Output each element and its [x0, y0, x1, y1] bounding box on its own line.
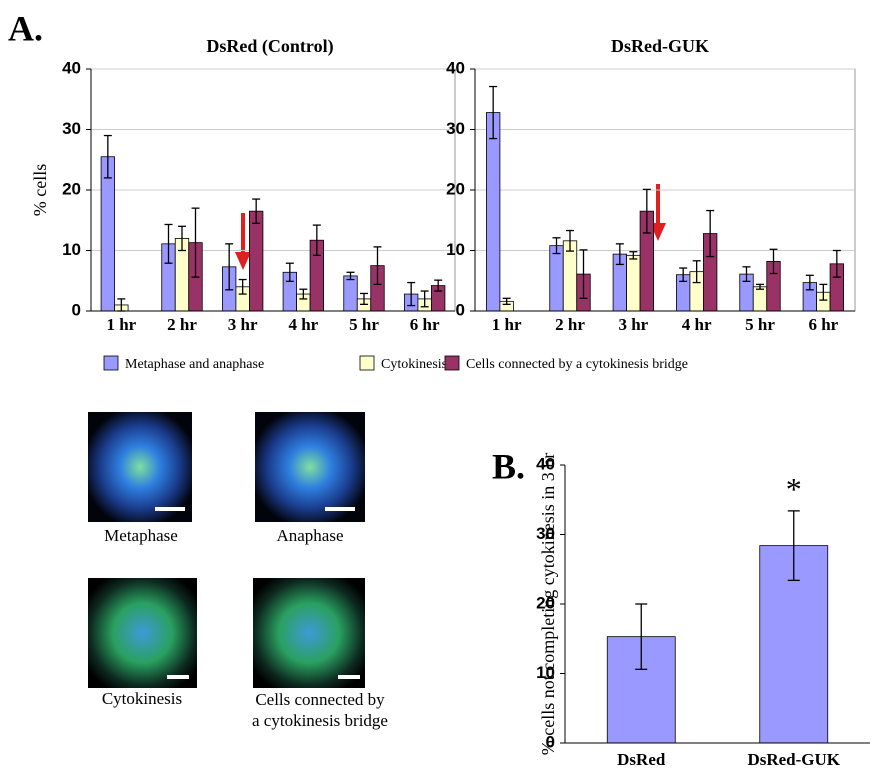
- micrograph: [253, 578, 365, 688]
- image-caption: Metaphase: [104, 526, 178, 545]
- chart-title: DsRed (Control): [206, 36, 333, 57]
- scale-bar: [338, 675, 360, 679]
- y-tick-label: 40: [62, 58, 81, 77]
- chart-title: DsRed-GUK: [611, 36, 709, 56]
- legend-label: Metaphase and anaphase: [125, 357, 264, 372]
- bar: [343, 275, 358, 312]
- bar: [752, 286, 768, 312]
- image-caption: Cytokinesis: [102, 689, 182, 708]
- x-tick-label: 6 hr: [410, 315, 440, 334]
- scale-bar: [325, 507, 355, 511]
- panel-label: A.: [8, 8, 43, 48]
- x-tick-label: 4 hr: [288, 315, 318, 334]
- y-axis-label: % cells not completing cytokinesis in 3 …: [538, 453, 558, 755]
- legend-label: Cells connected by a cytokinesis bridge: [466, 357, 688, 372]
- y-tick-label: 10: [62, 240, 81, 259]
- image-caption: Anaphase: [276, 526, 343, 545]
- y-tick-label: 10: [536, 663, 555, 682]
- y-tick-label: 0: [546, 732, 555, 751]
- y-tick-label: 40: [536, 454, 555, 473]
- x-tick-label: 1 hr: [492, 315, 522, 334]
- y-tick-label: 20: [536, 593, 555, 612]
- panel-label: B.: [492, 446, 525, 486]
- y-axis-label: % cells: [30, 164, 50, 216]
- y-tick-label: 20: [446, 179, 465, 198]
- micrograph: [88, 412, 192, 522]
- x-tick-label: 2 hr: [555, 315, 585, 334]
- bar: [249, 210, 264, 312]
- bar: [626, 254, 641, 312]
- y-tick-label: 0: [456, 300, 465, 319]
- x-tick-label: 5 hr: [349, 315, 379, 334]
- micrograph: [255, 412, 365, 522]
- legend-swatch: [359, 355, 375, 371]
- bar: [549, 245, 564, 312]
- scale-bar: [167, 675, 189, 679]
- image-caption: a cytokinesis bridge: [252, 711, 388, 730]
- bar: [486, 112, 501, 312]
- legend-swatch: [103, 355, 119, 371]
- y-tick-label: 30: [62, 119, 81, 138]
- arrow: [235, 213, 251, 270]
- x-tick-label: DsRed-GUK: [747, 750, 840, 769]
- arrow: [650, 184, 666, 241]
- scale-bar: [155, 507, 185, 511]
- micrograph: [88, 578, 197, 688]
- y-tick-label: 10: [446, 240, 465, 259]
- y-tick-label: 30: [536, 524, 555, 543]
- x-tick-label: 4 hr: [682, 315, 712, 334]
- y-tick-label: 30: [446, 119, 465, 138]
- significance-mark: *: [786, 471, 802, 507]
- y-tick-label: 20: [62, 179, 81, 198]
- y-tick-label: 0: [72, 300, 81, 319]
- legend-swatch: [444, 355, 460, 371]
- x-tick-label: 3 hr: [618, 315, 648, 334]
- x-tick-label: 6 hr: [808, 315, 838, 334]
- bar: [100, 156, 115, 312]
- x-tick-label: DsRed: [617, 750, 666, 769]
- y-tick-label: 40: [446, 58, 465, 77]
- image-caption: Cells connected by: [255, 690, 385, 709]
- x-tick-label: 3 hr: [228, 315, 258, 334]
- x-tick-label: 1 hr: [106, 315, 136, 334]
- x-tick-label: 5 hr: [745, 315, 775, 334]
- x-tick-label: 2 hr: [167, 315, 197, 334]
- legend-label: Cytokinesis: [381, 357, 447, 372]
